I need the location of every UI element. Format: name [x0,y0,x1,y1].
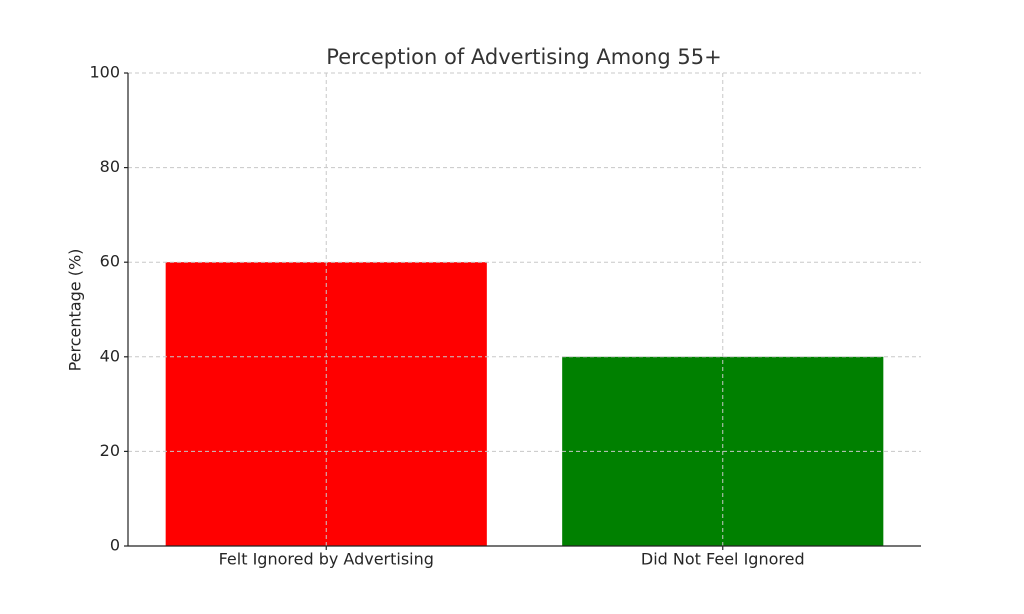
y-tick-label: 80 [100,157,120,176]
x-tick-label: Did Not Feel Ignored [641,550,805,569]
y-tick-label: 20 [100,441,120,460]
y-tick-label: 0 [110,536,120,555]
chart-title: Perception of Advertising Among 55+ [326,45,721,69]
y-tick-label: 60 [100,252,120,271]
y-tick-label: 40 [100,346,120,365]
y-axis-label: Percentage (%) [66,249,85,372]
y-tick-label: 100 [89,63,120,82]
x-tick-label: Felt Ignored by Advertising [219,550,434,569]
